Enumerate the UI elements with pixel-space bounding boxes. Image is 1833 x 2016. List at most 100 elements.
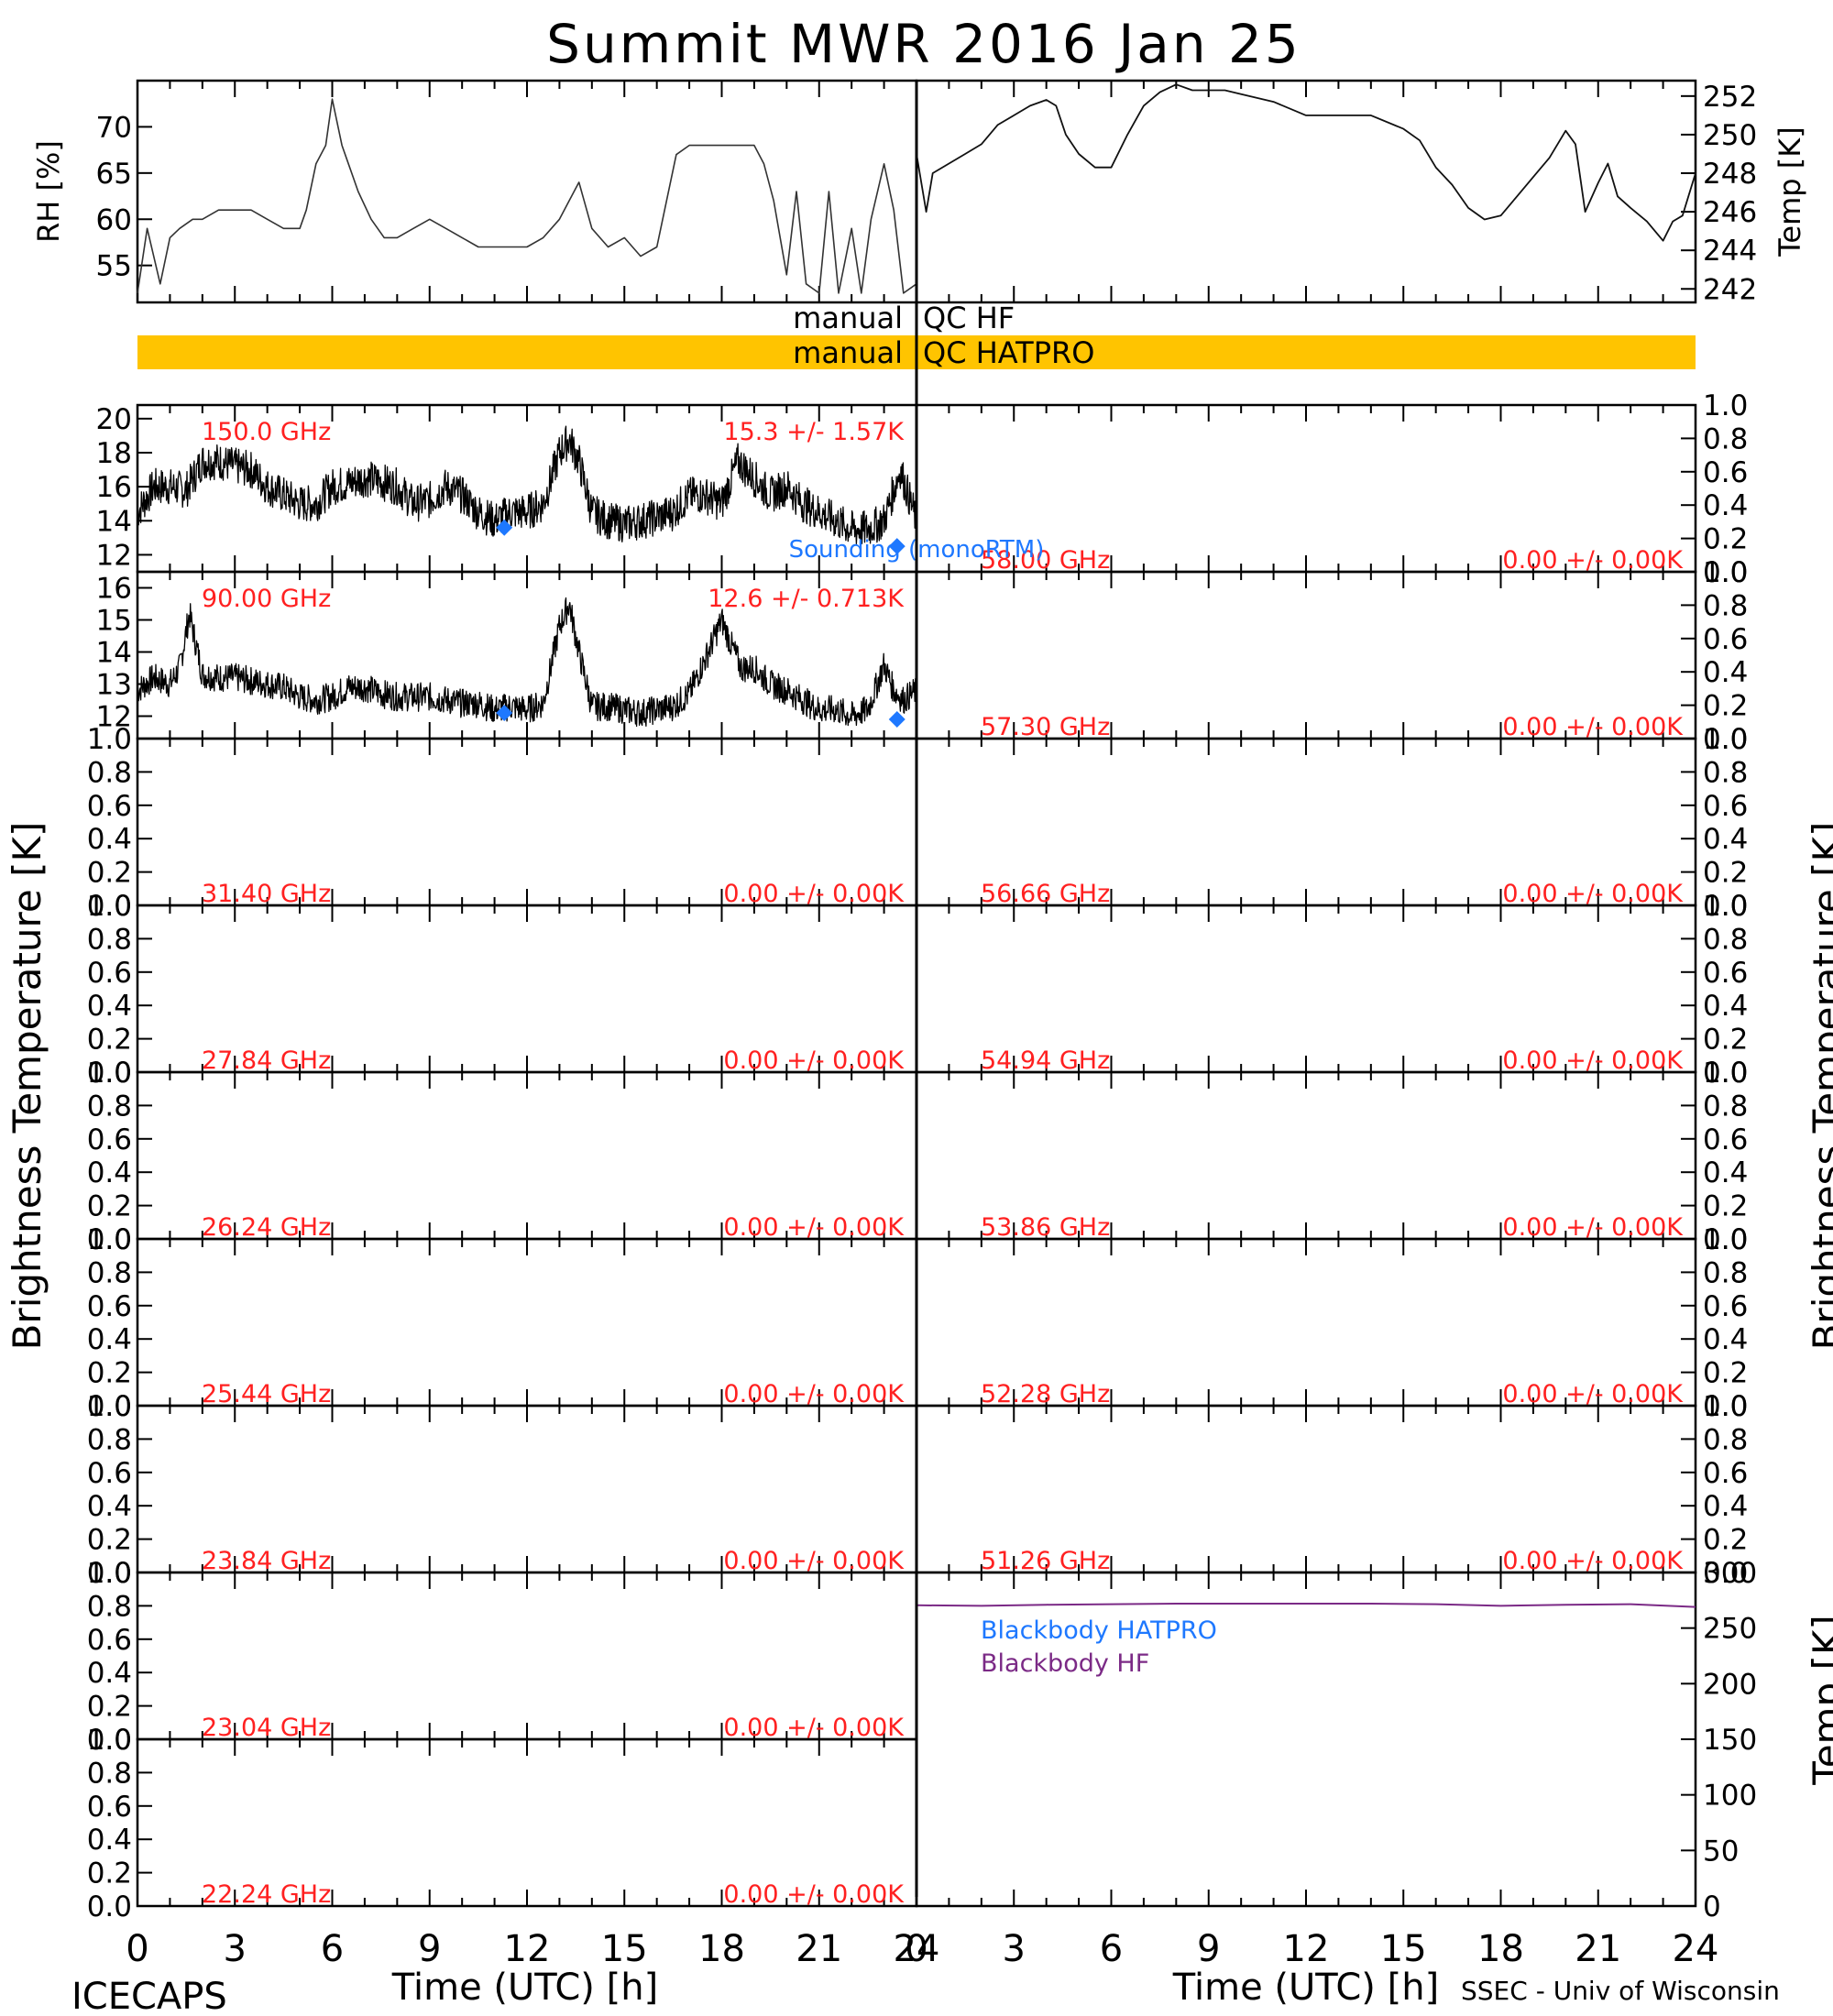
ch150-series-line bbox=[137, 425, 917, 544]
blackbody-legend-0: Blackbody HATPRO bbox=[981, 1616, 1217, 1645]
ch54-ytick-label: 0.6 bbox=[1703, 957, 1748, 990]
x-tick-label-right: 18 bbox=[1477, 1928, 1524, 1970]
ch53-ytick-label: 0.0 bbox=[1703, 1223, 1748, 1256]
ch23a-ytick-label: 0.0 bbox=[87, 1557, 132, 1590]
ch22-ytick-label: 0.4 bbox=[87, 1824, 132, 1857]
ch90-stat-label: 12.6 +/- 0.713K bbox=[708, 585, 905, 613]
ch25-ytick-label: 1.0 bbox=[87, 1223, 132, 1256]
temp-ytick-label: 250 bbox=[1703, 119, 1757, 152]
qc-hf-label-right: QC HF bbox=[923, 301, 1015, 335]
ch52-ytick-label: 1.0 bbox=[1703, 1223, 1748, 1256]
footer-right: SSEC - Univ of Wisconsin bbox=[1461, 1976, 1780, 2006]
x-tick-label-right: 6 bbox=[1100, 1928, 1123, 1970]
ch23b-ytick-label: 0.6 bbox=[87, 1624, 132, 1657]
ch56-ytick-label: 0.2 bbox=[1703, 857, 1748, 890]
footer-left: ICECAPS bbox=[71, 1976, 227, 2016]
ch57-ytick-label: 0.8 bbox=[1703, 589, 1748, 622]
ch26-ytick-label: 0.4 bbox=[87, 1156, 132, 1189]
blackbody-ytick-label: 250 bbox=[1703, 1613, 1757, 1646]
ch51-ytick-label: 0.2 bbox=[1703, 1524, 1748, 1557]
ch23a-ytick-label: 0.6 bbox=[87, 1457, 132, 1490]
ch27-ytick-label: 0.6 bbox=[87, 957, 132, 990]
ch56-ytick-label: 1.0 bbox=[1703, 723, 1748, 756]
blackbody-ylabel: Temp [K] bbox=[1805, 1615, 1833, 1786]
x-tick-label-right: 24 bbox=[1673, 1928, 1719, 1970]
ch22-ytick-label: 0.8 bbox=[87, 1757, 132, 1790]
ch26-ytick-label: 0.8 bbox=[87, 1090, 132, 1123]
blackbody-ytick-label: 200 bbox=[1703, 1668, 1757, 1701]
ch22-ytick-label: 0.2 bbox=[87, 1857, 132, 1890]
ch25-ytick-label: 0.6 bbox=[87, 1290, 132, 1323]
ch150-ytick-label: 16 bbox=[96, 471, 132, 504]
ch31-ytick-label: 0.0 bbox=[87, 890, 132, 923]
ch52-ytick-label: 0.4 bbox=[1703, 1323, 1748, 1356]
ch57-ytick-label: 0.6 bbox=[1703, 623, 1748, 656]
ch51-ytick-label: 0.6 bbox=[1703, 1457, 1748, 1490]
ch54-ytick-label: 1.0 bbox=[1703, 890, 1748, 923]
temp-series-line bbox=[916, 83, 1696, 242]
ch52-ytick-label: 0.0 bbox=[1703, 1390, 1748, 1423]
ch51-ytick-label: 0.0 bbox=[1703, 1557, 1748, 1590]
rh-ytick-label: 70 bbox=[96, 111, 132, 144]
ch58-freq-label: 58.00 GHz bbox=[981, 546, 1110, 575]
ch31-ytick-label: 1.0 bbox=[87, 723, 132, 756]
rh-panel-frame bbox=[136, 79, 918, 304]
ch31-ytick-label: 0.6 bbox=[87, 790, 132, 823]
ch56-freq-label: 56.66 GHz bbox=[981, 880, 1110, 908]
ch52-ytick-label: 0.8 bbox=[1703, 1256, 1748, 1289]
x-tick-label-right: 12 bbox=[1283, 1928, 1330, 1970]
x-tick-label-left: 12 bbox=[504, 1928, 551, 1970]
ch27-ytick-label: 0.4 bbox=[87, 990, 132, 1023]
ch23a-stat-label: 0.00 +/- 0.00K bbox=[723, 1547, 905, 1575]
ch31-ytick-label: 0.4 bbox=[87, 823, 132, 856]
x-axis-label-left: Time (UTC) [h] bbox=[391, 1967, 658, 2009]
ch27-ytick-label: 1.0 bbox=[87, 890, 132, 923]
ch57-ytick-label: 0.0 bbox=[1703, 723, 1748, 756]
temp-ytick-label: 246 bbox=[1703, 196, 1757, 229]
ch54-ytick-label: 0.8 bbox=[1703, 923, 1748, 956]
ch58-ytick-label: 0.6 bbox=[1703, 456, 1748, 489]
ch26-ytick-label: 0.0 bbox=[87, 1223, 132, 1256]
ch31-ytick-label: 0.2 bbox=[87, 857, 132, 890]
ch26-ytick-label: 1.0 bbox=[87, 1057, 132, 1090]
blackbody-ytick-label: 100 bbox=[1703, 1780, 1757, 1813]
y-axis-label-right: Brightness Temperature [K] bbox=[1805, 822, 1833, 1351]
ch57-freq-label: 57.30 GHz bbox=[981, 713, 1110, 741]
ch22-freq-label: 22.24 GHz bbox=[202, 1880, 331, 1909]
x-tick-label-right: 3 bbox=[1003, 1928, 1026, 1970]
blackbody-series-line-1 bbox=[916, 1603, 1696, 1608]
ch26-ytick-label: 0.6 bbox=[87, 1123, 132, 1156]
x-tick-label-left: 21 bbox=[796, 1928, 842, 1970]
ch23b-ytick-label: 0.8 bbox=[87, 1590, 132, 1623]
ch54-ytick-label: 0.2 bbox=[1703, 1024, 1748, 1057]
rh-series-line bbox=[137, 98, 917, 294]
ch150-ytick-label: 14 bbox=[96, 505, 132, 538]
ch25-freq-label: 25.44 GHz bbox=[202, 1380, 331, 1408]
x-tick-label-left: 9 bbox=[418, 1928, 441, 1970]
temp-ytick-label: 248 bbox=[1703, 158, 1757, 191]
ch57-ytick-label: 0.4 bbox=[1703, 656, 1748, 689]
figure-title: Summit MWR 2016 Jan 25 bbox=[546, 13, 1301, 75]
y-axis-label-left: Brightness Temperature [K] bbox=[5, 822, 49, 1351]
x-tick-label-left: 0 bbox=[126, 1928, 148, 1970]
ch23b-ytick-label: 0.0 bbox=[87, 1724, 132, 1757]
x-tick-label-right: 21 bbox=[1575, 1928, 1621, 1970]
ch90-ytick-label: 15 bbox=[96, 605, 132, 638]
ch25-ytick-label: 0.4 bbox=[87, 1323, 132, 1356]
ch51-ytick-label: 1.0 bbox=[1703, 1390, 1748, 1423]
ch90-sonde-point bbox=[888, 711, 906, 728]
ch23b-freq-label: 23.04 GHz bbox=[202, 1714, 331, 1742]
ch58-stat-label: 0.00 +/- 0.00K bbox=[1502, 546, 1684, 575]
ch90-freq-label: 90.00 GHz bbox=[202, 585, 331, 613]
ch52-stat-label: 0.00 +/- 0.00K bbox=[1502, 1380, 1684, 1408]
ch150-ytick-label: 20 bbox=[96, 403, 132, 436]
x-tick-label-right: 9 bbox=[1197, 1928, 1220, 1970]
ch22-stat-label: 0.00 +/- 0.00K bbox=[723, 1880, 905, 1909]
ch31-ytick-label: 0.8 bbox=[87, 756, 132, 789]
ch31-stat-label: 0.00 +/- 0.00K bbox=[723, 880, 905, 908]
ch57-ytick-label: 1.0 bbox=[1703, 556, 1748, 589]
ch27-stat-label: 0.00 +/- 0.00K bbox=[723, 1046, 905, 1075]
ch90-ytick-label: 14 bbox=[96, 637, 132, 670]
ch54-stat-label: 0.00 +/- 0.00K bbox=[1502, 1046, 1684, 1075]
ch51-stat-label: 0.00 +/- 0.00K bbox=[1502, 1547, 1684, 1575]
